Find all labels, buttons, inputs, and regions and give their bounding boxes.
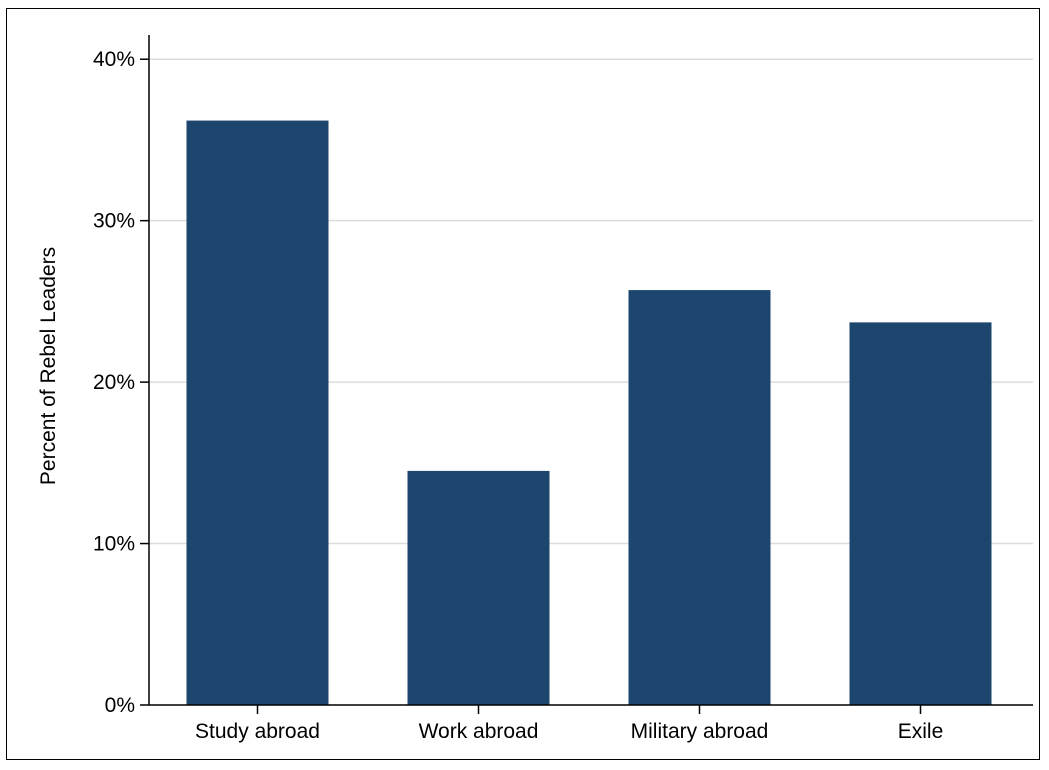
x-tick-label: Exile [898, 720, 944, 743]
bar [407, 470, 550, 705]
y-tick-label: 20% [93, 371, 135, 394]
x-ticks: Study abroad Work abroad Military abroad Ex… [195, 705, 943, 743]
y-tick-label: 30% [93, 210, 135, 233]
bar [186, 120, 329, 705]
y-tick-label: 40% [93, 48, 135, 71]
y-tick-label: 10% [93, 533, 135, 556]
y-ticks: 0% 10% 20% 30% 40% [93, 48, 149, 717]
axes [148, 35, 1033, 706]
bar [849, 322, 992, 705]
x-tick-label: Work abroad [419, 720, 539, 743]
bar [628, 290, 771, 705]
bars [186, 120, 992, 705]
y-tick-label: 0% [105, 694, 135, 717]
x-tick-label: Military abroad [631, 720, 769, 743]
x-tick-label: Study abroad [195, 720, 320, 743]
y-axis-title: Percent of Rebel Leaders [37, 247, 60, 485]
